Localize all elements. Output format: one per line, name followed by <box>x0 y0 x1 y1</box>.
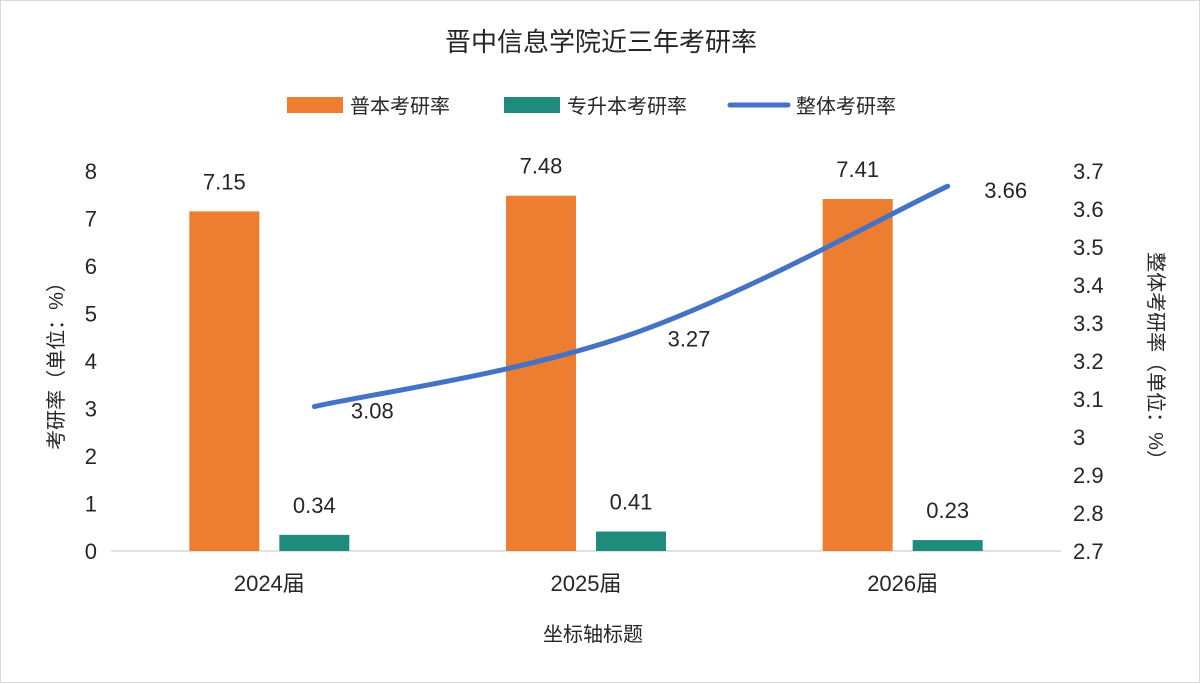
right-tick-label: 3.2 <box>1073 349 1104 374</box>
right-tick-label: 3.1 <box>1073 387 1104 412</box>
legend: 普本考研率 专升本考研率 整体考研率 <box>287 95 896 118</box>
bar-label-series-1: 0.41 <box>610 490 653 515</box>
line-label: 3.08 <box>351 399 394 424</box>
left-axis-ticks: 0 1 2 3 4 5 6 7 8 <box>85 159 97 564</box>
legend-swatch-series-0 <box>287 97 343 113</box>
bar-label-series-0: 7.41 <box>836 157 879 182</box>
left-tick-label: 4 <box>85 349 97 374</box>
bar-label-series-1: 0.23 <box>926 498 969 523</box>
left-tick-label: 0 <box>85 539 97 564</box>
x-tick-label: 2026届 <box>867 571 938 596</box>
right-axis-ticks: 2.7 2.8 2.9 3 3.1 3.2 3.3 3.4 3.5 3.6 3.7 <box>1073 159 1104 564</box>
left-tick-label: 8 <box>85 159 97 184</box>
right-tick-label: 3.6 <box>1073 197 1104 222</box>
left-axis-title: 考研率（单位：%） <box>45 272 68 450</box>
bar-data-labels: 7.15 7.48 7.41 0.34 0.41 0.23 <box>203 154 969 523</box>
x-axis-title: 坐标轴标题 <box>543 623 643 646</box>
chart-title: 晋中信息学院近三年考研率 <box>445 27 757 57</box>
line-label: 3.27 <box>668 326 711 351</box>
right-tick-label: 2.7 <box>1073 539 1104 564</box>
left-tick-label: 2 <box>85 444 97 469</box>
right-tick-label: 2.9 <box>1073 463 1104 488</box>
legend-label-series-1: 专升本考研率 <box>567 95 687 118</box>
legend-label-series-2: 整体考研率 <box>796 95 896 118</box>
x-tick-label: 2025届 <box>551 571 622 596</box>
right-tick-label: 2.8 <box>1073 501 1104 526</box>
bar-series-1 <box>596 531 666 551</box>
legend-label-series-0: 普本考研率 <box>350 95 450 118</box>
bar-label-series-1: 0.34 <box>293 493 336 518</box>
bar-label-series-0: 7.48 <box>520 154 563 179</box>
bar-series-0 <box>506 195 576 551</box>
bar-series-0 <box>189 211 260 551</box>
legend-swatch-series-1 <box>504 97 560 113</box>
bar-series-0 <box>822 199 893 551</box>
bar-label-series-0: 7.15 <box>203 169 246 194</box>
bar-series-1 <box>912 540 983 551</box>
right-axis-title: 整体考研率（单位：%） <box>1144 252 1167 470</box>
bar-series-1 <box>279 534 350 551</box>
left-tick-label: 1 <box>85 492 97 517</box>
right-tick-label: 3.3 <box>1073 311 1104 336</box>
x-axis-ticks: 2024届 2025届 2026届 <box>234 571 938 596</box>
left-tick-label: 7 <box>85 207 97 232</box>
left-tick-label: 3 <box>85 397 97 422</box>
left-tick-label: 6 <box>85 254 97 279</box>
line-data-labels: 3.08 3.27 3.66 <box>351 178 1027 423</box>
x-tick-label: 2024届 <box>234 571 305 596</box>
line-series-overall <box>311 183 951 410</box>
right-tick-label: 3 <box>1073 425 1085 450</box>
bars <box>189 195 983 551</box>
right-tick-label: 3.5 <box>1073 235 1104 260</box>
right-tick-label: 3.4 <box>1073 273 1104 298</box>
left-tick-label: 5 <box>85 302 97 327</box>
right-tick-label: 3.7 <box>1073 159 1104 184</box>
line-label: 3.66 <box>984 178 1027 203</box>
